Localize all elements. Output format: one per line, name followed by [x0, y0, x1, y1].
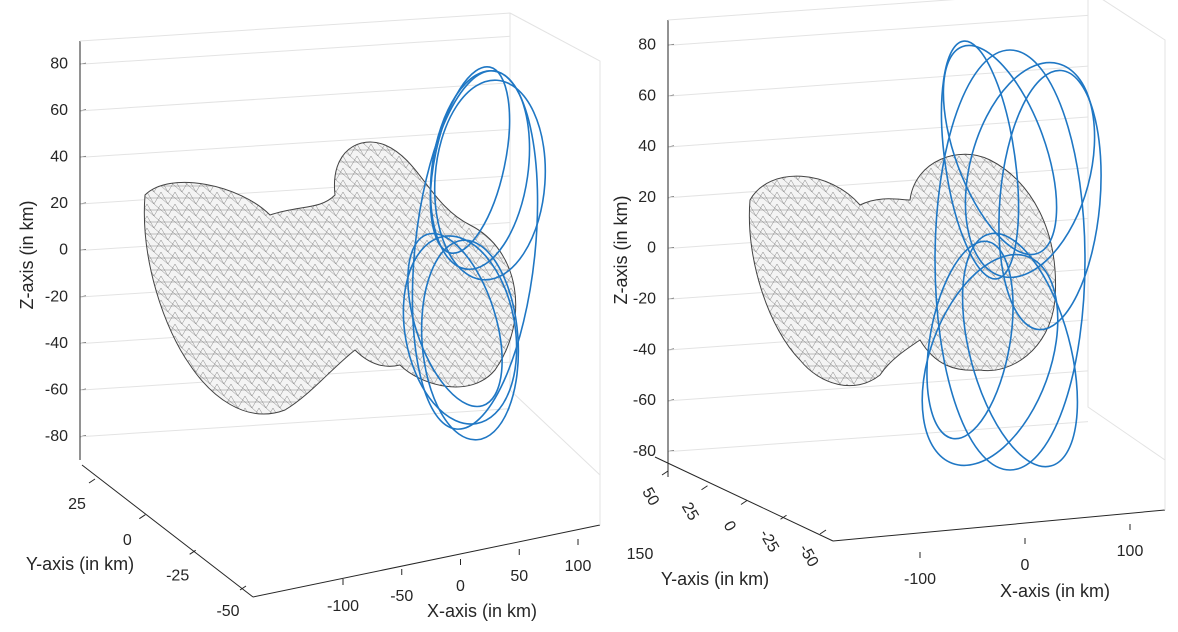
y-tick-label: -25	[166, 568, 189, 585]
x-tick-label: 0	[1021, 557, 1030, 574]
grid-line	[79, 408, 511, 438]
annotation: 150	[627, 546, 654, 563]
y-axis	[654, 456, 834, 542]
y-tick	[740, 500, 748, 505]
z-tick-label: -60	[633, 392, 656, 409]
panel-right: -80 -60 -40 -20 0 20 40 60 80 -50 -25 0 25 50 -100 0 100…	[611, 0, 1166, 601]
grid-line	[667, 116, 1089, 148]
grid-line	[667, 167, 1089, 199]
grid-line	[79, 128, 511, 158]
y-tick-label: -50	[216, 603, 239, 620]
y-tick	[239, 585, 247, 591]
grid-line	[667, 421, 1089, 453]
z-tick-label: 0	[59, 242, 68, 259]
x-axis-label: X-axis (in km)	[1000, 581, 1110, 601]
z-tick-label: -80	[45, 428, 68, 445]
grid-line	[667, 65, 1089, 97]
z-tick-label: 20	[50, 195, 68, 212]
x-axis-label: X-axis (in km)	[427, 601, 537, 621]
y-tick-label: 0	[720, 518, 739, 534]
z-axis-label: Z-axis (in km)	[17, 201, 37, 310]
y-tick	[661, 470, 669, 476]
z-tick-label: 60	[638, 87, 656, 104]
y-tick-label: 25	[678, 500, 702, 524]
y-axis-label: Y-axis (in km)	[661, 569, 769, 589]
y-tick	[189, 549, 196, 555]
grid-line	[79, 35, 511, 65]
grid-line	[667, 370, 1089, 402]
y-tick	[780, 514, 787, 520]
y-tick-label: -50	[795, 542, 821, 571]
x-tick-label: 50	[510, 568, 528, 585]
z-tick-label: 40	[638, 138, 656, 155]
orbits	[921, 40, 1102, 471]
z-tick-label: 40	[50, 149, 68, 166]
y-tick	[88, 478, 96, 484]
z-tick-label: -80	[633, 443, 656, 460]
z-tick-label: 80	[638, 37, 656, 54]
x-tick-label: 0	[456, 578, 465, 595]
y-axis	[81, 464, 254, 598]
axes-box	[667, 0, 1166, 510]
y-tick-label: 50	[638, 485, 662, 509]
z-tick-label: -20	[633, 290, 656, 307]
grid-line	[79, 82, 511, 112]
y-tick	[701, 485, 708, 491]
z-tick-label: -40	[633, 341, 656, 358]
grid-line	[667, 14, 1089, 46]
asteroid	[748, 153, 1057, 387]
z-tick-label: -60	[45, 381, 68, 398]
x-tick-label: -100	[904, 571, 936, 588]
y-tick	[819, 529, 827, 535]
z-tick-label: 20	[638, 189, 656, 206]
panel-left: -80 -60 -40 -20 0 20 40 60 80 -50 -25 0 25 -100 -50 0 50…	[17, 12, 601, 621]
y-tick-label: 0	[123, 532, 132, 549]
y-tick-label: -25	[756, 527, 782, 556]
x-tick-label: -50	[390, 588, 413, 605]
y-tick	[139, 514, 146, 520]
z-axis-label: Z-axis (in km)	[611, 196, 631, 305]
x-axis	[832, 509, 1166, 542]
orbits	[402, 65, 547, 441]
x-tick-label: 100	[1117, 543, 1144, 560]
z-tick-label: -40	[45, 335, 68, 352]
z-tick-label: 60	[50, 102, 68, 119]
y-tick-label: 25	[68, 496, 86, 513]
x-axis	[252, 524, 601, 598]
z-tick-label: -20	[45, 288, 68, 305]
y-axis-label: Y-axis (in km)	[26, 554, 134, 574]
x-tick-label: 100	[565, 558, 592, 575]
x-tick-label: -100	[327, 598, 359, 615]
z-tick-label: 0	[647, 240, 656, 257]
z-tick-label: 80	[50, 55, 68, 72]
asteroid	[143, 141, 517, 415]
